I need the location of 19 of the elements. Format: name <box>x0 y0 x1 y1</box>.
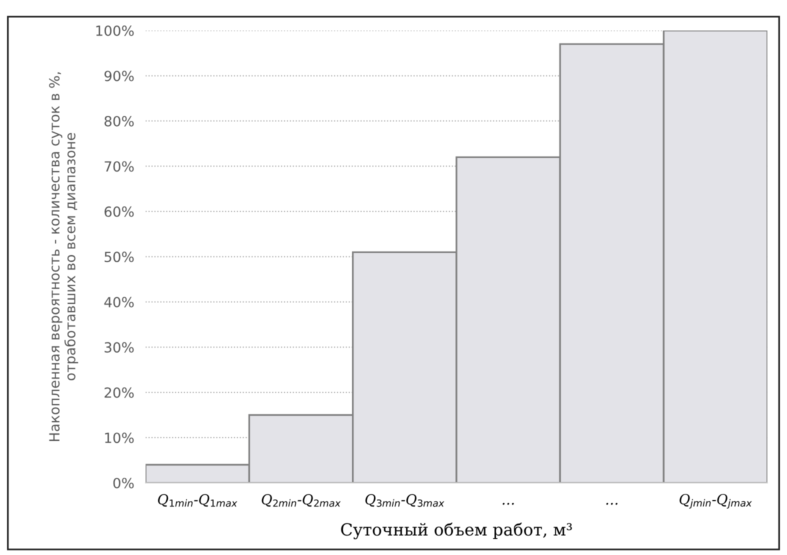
y-tick-label: 20% <box>104 387 134 398</box>
x-tick-label: Q$_{3min}$-Q$_{3max}$ <box>365 494 444 507</box>
y-tick-label: 0% <box>113 478 134 488</box>
x-tick-label: … <box>606 502 618 505</box>
y-tick-label: 50% <box>104 252 134 262</box>
y-tick-label: 60% <box>104 206 134 217</box>
y-tick-label: 90% <box>104 70 134 82</box>
y-tick-label: 80% <box>104 116 134 126</box>
y-tick-label: 100% <box>96 25 134 36</box>
y-tick-label: 70% <box>104 161 134 172</box>
x-tick-label: Q$_{2min}$-Q$_{2max}$ <box>262 494 341 507</box>
x-tick-label: Q$_{jmin}$-Q$_{jmax}$ <box>680 494 752 509</box>
x-tick-label: Q$_{1min}$-Q$_{1max}$ <box>158 494 238 507</box>
y-tick-label: 30% <box>104 342 134 353</box>
y-tick-label: 10% <box>105 432 134 444</box>
y-axis-title: Накопленная вероятность - количества суток в %, отработавших во всем диапазоне <box>49 72 78 442</box>
x-axis-title: Суточный объем работ, м³ <box>341 522 572 540</box>
y-tick-label: 40% <box>104 296 134 308</box>
x-tick-label: … <box>502 502 514 505</box>
